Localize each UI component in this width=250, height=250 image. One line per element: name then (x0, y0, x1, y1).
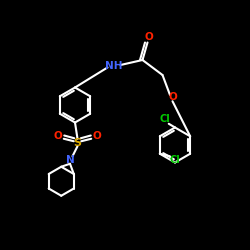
Text: S: S (74, 138, 82, 147)
Text: Cl: Cl (170, 155, 180, 165)
Text: O: O (144, 32, 153, 42)
Text: Cl: Cl (160, 114, 170, 124)
Text: O: O (54, 131, 62, 141)
Text: O: O (168, 92, 177, 102)
Text: O: O (92, 131, 101, 141)
Text: NH: NH (105, 61, 122, 71)
Text: N: N (66, 155, 74, 165)
